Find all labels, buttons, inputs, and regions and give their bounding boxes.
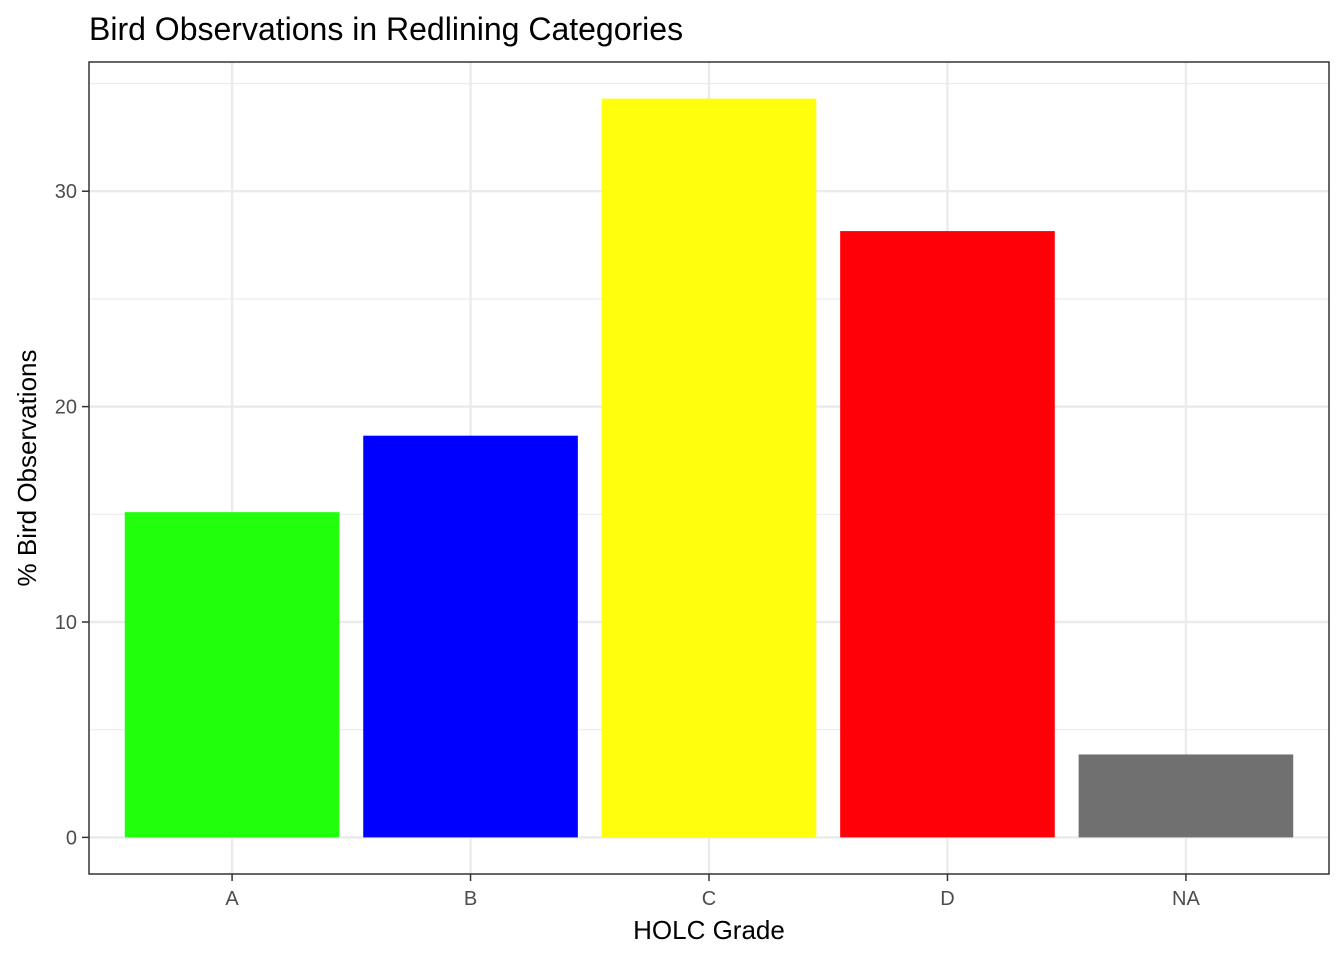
y-axis: 0 10 20 30 [55,181,89,849]
bar-d [840,231,1055,838]
x-axis-title: HOLC Grade [633,915,785,945]
y-axis-title: % Bird Observations [12,350,42,587]
chart-title: Bird Observations in Redlining Categorie… [89,11,683,47]
y-tick-label: 0 [66,827,77,849]
bars [124,98,1294,838]
x-tick-label: A [225,888,239,910]
bar-c [601,98,817,838]
bar-na [1078,754,1294,838]
y-tick-label: 10 [55,612,77,634]
y-tick-label: 30 [55,181,77,203]
x-tick-label: C [702,888,716,910]
x-tick-label: D [940,888,954,910]
x-axis: A B C D NA [225,874,1200,910]
y-tick-label: 20 [55,397,77,419]
bar-a [124,512,340,838]
bar-b [363,435,578,838]
x-tick-label: B [464,888,477,910]
x-tick-label: NA [1172,888,1200,910]
